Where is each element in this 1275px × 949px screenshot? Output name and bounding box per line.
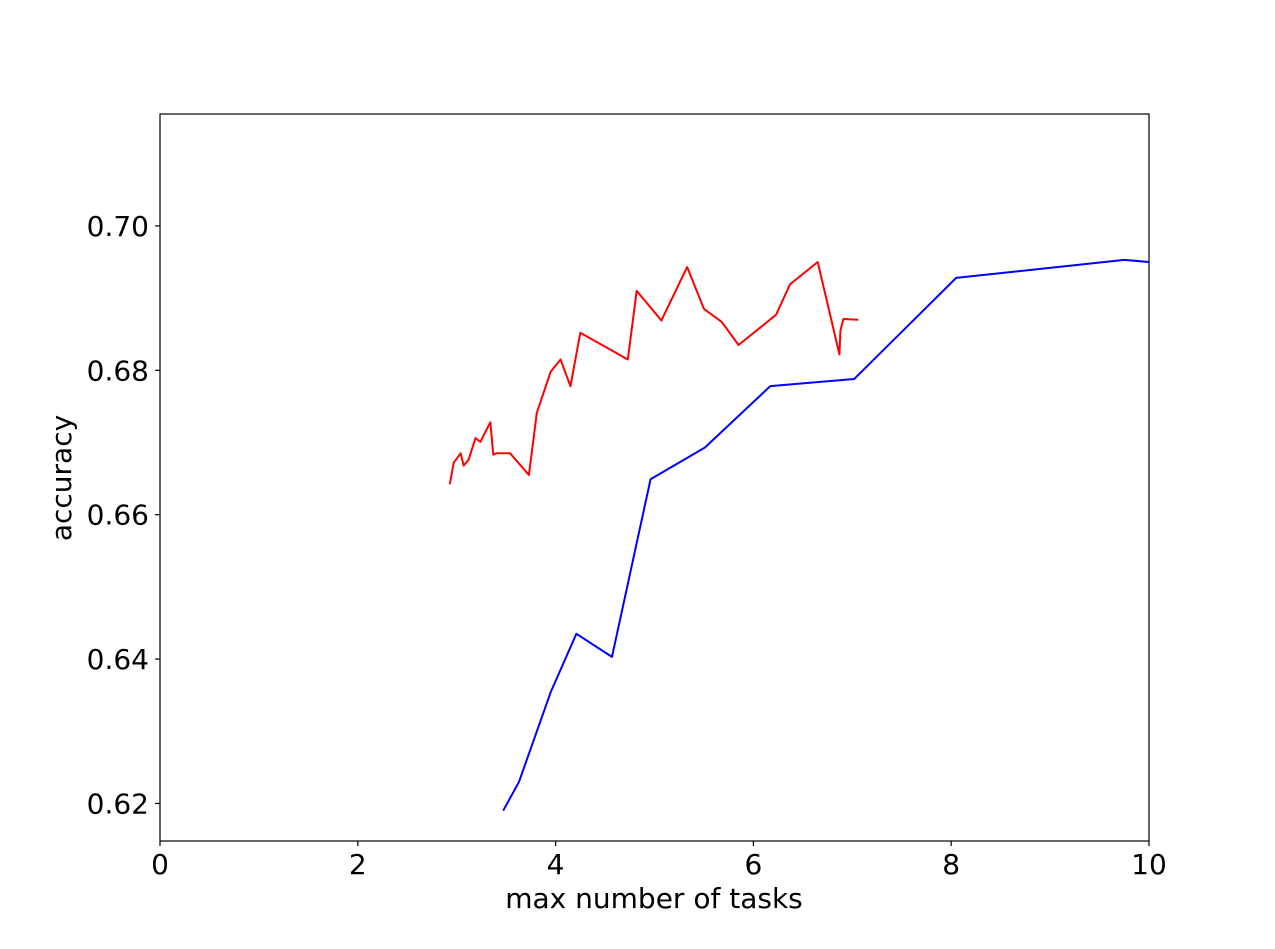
series-line-2 xyxy=(502,258,1150,812)
y-tick-label: 0.68 xyxy=(87,354,149,387)
y-axis-label: accuracy xyxy=(45,415,78,541)
series-layer xyxy=(448,258,1150,812)
x-tick-label: 0 xyxy=(151,848,169,881)
y-tick-label: 0.70 xyxy=(87,210,149,243)
series-line-1 xyxy=(448,261,859,485)
x-tick-label: 2 xyxy=(349,848,367,881)
x-tick-label: 10 xyxy=(1131,848,1167,881)
y-axis-ticks: 0.62 0.64 0.66 0.68 0.70 xyxy=(87,210,160,820)
x-tick-label: 4 xyxy=(547,848,565,881)
y-tick-label: 0.62 xyxy=(87,787,149,820)
y-tick-label: 0.64 xyxy=(87,643,149,676)
x-axis-ticks: 0 2 4 6 8 10 xyxy=(151,841,1167,881)
x-axis-label: max number of tasks xyxy=(505,882,803,915)
x-tick-label: 6 xyxy=(744,848,762,881)
y-tick-label: 0.66 xyxy=(87,499,149,532)
plot-frame xyxy=(159,113,1150,842)
x-tick-label: 8 xyxy=(942,848,960,881)
